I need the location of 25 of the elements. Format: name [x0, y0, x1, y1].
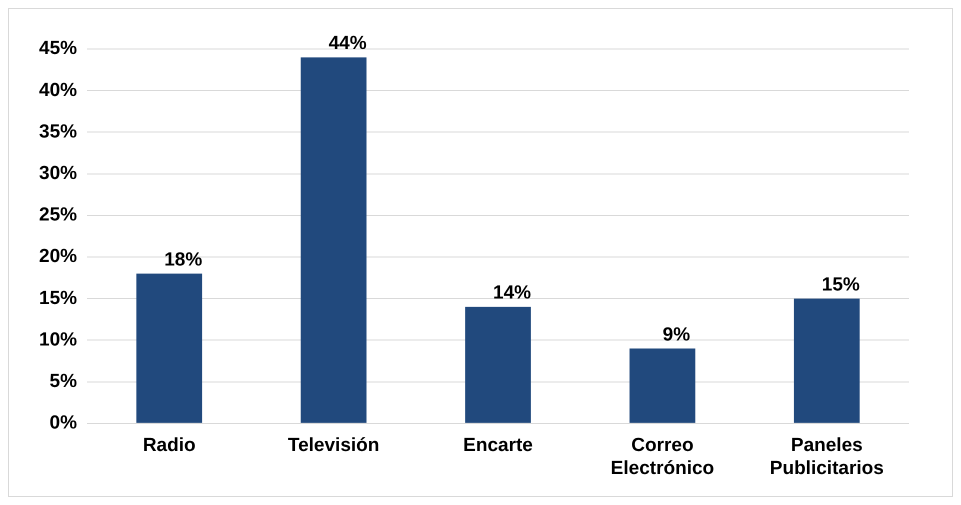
x-tick-label: Correo Electrónico [610, 435, 714, 479]
y-tick-label: 40% [38, 80, 78, 101]
x-tick-label: Radio [142, 435, 196, 456]
bar [465, 306, 531, 423]
x-tick-label: Televisión [288, 435, 380, 456]
data-label: 15% [822, 274, 860, 296]
bar [136, 274, 202, 423]
data-label: 18% [164, 249, 202, 270]
data-label: 9% [662, 324, 690, 346]
data-label: 14% [493, 282, 532, 304]
y-tick-label: 45% [38, 38, 78, 60]
y-tick-label: 30% [38, 163, 78, 184]
y-tick-label: 35% [38, 121, 78, 142]
y-tick-label: 0% [50, 412, 78, 434]
x-tick-label: Encarte [463, 435, 533, 456]
x-tick-label: Paneles Publicitarios [770, 435, 884, 479]
bar [794, 298, 860, 423]
bar [300, 57, 366, 423]
y-tick-label: 10% [38, 329, 78, 350]
bar [630, 348, 696, 423]
y-tick-label: 5% [50, 371, 78, 392]
y-tick-label: 20% [38, 246, 78, 268]
data-label: 44% [328, 33, 367, 54]
y-tick-label: 15% [38, 288, 78, 309]
y-tick-label: 25% [38, 204, 78, 226]
